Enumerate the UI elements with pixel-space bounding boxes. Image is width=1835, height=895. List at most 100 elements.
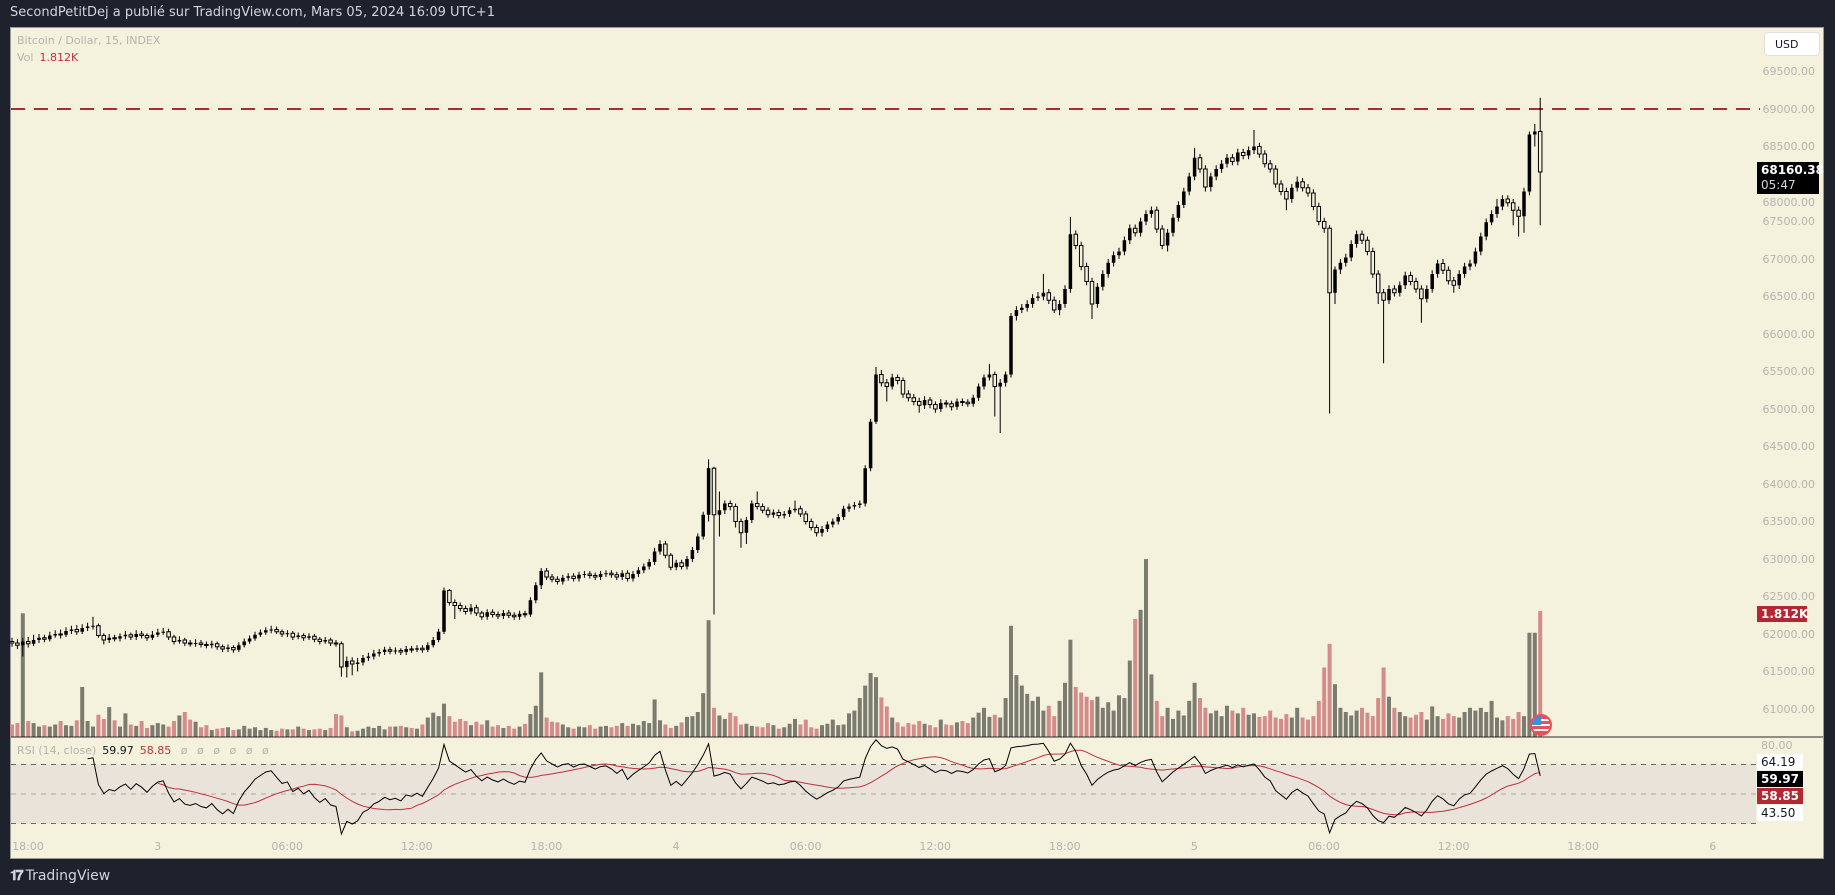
candle-body [847, 506, 851, 509]
candle-body [1468, 263, 1472, 267]
volume-bar [1030, 700, 1035, 737]
volume-bar [31, 723, 36, 737]
candle-body [1025, 304, 1029, 308]
volume-bar [949, 725, 954, 737]
time-axis-label: 06:00 [789, 840, 822, 853]
volume-bar [1036, 696, 1040, 737]
volume-bar [47, 726, 52, 737]
time-axis-label: 3 [154, 840, 162, 853]
volume-bar [787, 723, 792, 737]
candle-body [1311, 192, 1316, 207]
volume-bar [625, 725, 630, 737]
candle-body [566, 576, 570, 578]
candle-body [1359, 233, 1365, 241]
volume-bar [425, 717, 430, 737]
volume-bar [868, 673, 873, 737]
candle-body [139, 633, 144, 636]
us-flag-event-icon[interactable] [1530, 714, 1552, 736]
volume-bar [1516, 711, 1521, 737]
price-axis-label: 69000.00 [1762, 102, 1816, 116]
candle-body [1381, 292, 1386, 301]
candle-body [690, 550, 695, 559]
candle-body [965, 401, 971, 405]
volume-bar [1127, 660, 1132, 737]
candle-body [927, 399, 933, 405]
volume-bar [1403, 716, 1408, 737]
volume-bar [37, 726, 41, 737]
volume-bar [1468, 707, 1472, 737]
rsi-title[interactable]: RSI (14, close) [17, 744, 97, 757]
volume-bar [1370, 716, 1375, 737]
volume-bar [982, 707, 986, 737]
candle-body [1089, 281, 1095, 305]
symbol-title[interactable]: Bitcoin / Dollar, 15, INDEX [17, 34, 161, 47]
candle-body [1338, 262, 1343, 270]
volume-bar [1473, 710, 1478, 737]
volume-bar [436, 716, 441, 737]
candle-body [1344, 257, 1348, 263]
price-axis-label: 67500.00 [1762, 215, 1816, 228]
candle-body [463, 608, 468, 612]
volume-bar [1192, 682, 1197, 737]
candle-body [317, 638, 323, 642]
volume-bar [172, 721, 176, 737]
volume-bar [1235, 713, 1240, 737]
candle-body [1451, 280, 1457, 286]
volume-bar [1408, 717, 1413, 737]
candle-body [242, 641, 246, 646]
price-axis-label: 63000.00 [1762, 552, 1816, 566]
price-axis-label: 62000.00 [1762, 627, 1816, 641]
volume-bar [1138, 609, 1143, 737]
candle-body [1063, 289, 1067, 304]
volume-bar [830, 719, 835, 737]
tradingview-logo[interactable]: 𝟏𝟕 TradingView [10, 868, 110, 884]
candle-body [717, 510, 722, 515]
volume-bar [955, 722, 959, 737]
candle-body [193, 643, 198, 644]
candle-body [1321, 221, 1327, 229]
volume-bar [1360, 707, 1364, 737]
candle-body [1316, 206, 1322, 222]
volume-bar [879, 697, 884, 737]
candle-body [943, 402, 949, 405]
candle-body [96, 625, 101, 636]
volume-bar [755, 726, 760, 737]
candle-body [1132, 227, 1138, 234]
volume-bar [976, 712, 981, 737]
volume-bar [1349, 715, 1354, 737]
candle-body [798, 508, 803, 515]
candle-body [949, 403, 954, 408]
candle-body [534, 585, 538, 601]
candle-body [1051, 299, 1057, 311]
volume-bar [1230, 710, 1235, 737]
candle-body [1278, 183, 1284, 192]
candle-body [123, 634, 128, 637]
currency-button[interactable]: USD [1764, 32, 1820, 56]
volume-bar [814, 728, 819, 737]
volume-bar [1327, 643, 1332, 737]
volume-bar [911, 724, 916, 737]
volume-bar [539, 672, 544, 737]
volume-bar [166, 726, 171, 737]
volume-bar [339, 715, 344, 737]
chart-pane[interactable] [10, 27, 1824, 859]
candle-body [1446, 269, 1451, 282]
volume-bar [1084, 696, 1089, 737]
volume-bar [1284, 714, 1289, 737]
candle-body [776, 512, 782, 516]
volume-bar [998, 717, 1003, 737]
candle-body [1430, 274, 1434, 289]
candle-body [1003, 374, 1008, 383]
volume-bar [263, 727, 268, 737]
candle-body [895, 377, 900, 381]
candle-body [771, 512, 776, 515]
volume-bar [560, 724, 565, 737]
candle-body [501, 613, 506, 616]
candle-body [522, 613, 528, 616]
candle-body [69, 629, 74, 631]
candle-body [754, 503, 760, 507]
volume-bar [431, 712, 436, 737]
volume-bar [220, 727, 225, 737]
volume-bar [1306, 719, 1310, 737]
